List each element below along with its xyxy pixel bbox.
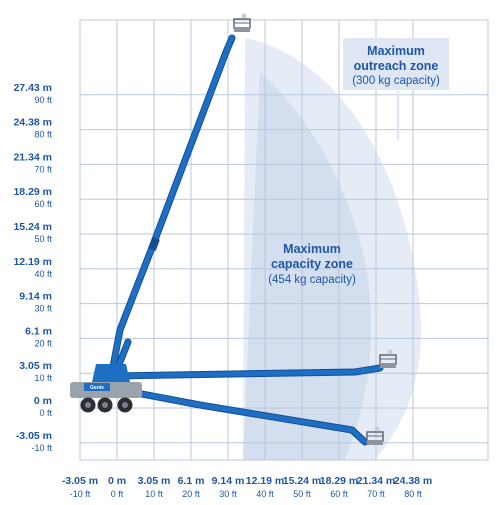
horizontal-basket (379, 349, 397, 368)
y-tick-label-m: 3.05 m (19, 360, 52, 372)
logo-plate (84, 383, 110, 391)
wheel-hub (102, 402, 108, 408)
x-tick-label-ft: -10 ft (70, 489, 91, 499)
x-tick-label-m: 18.29 m (320, 475, 359, 487)
upper-boom-joint (148, 236, 160, 252)
y-tick-label-ft: 20 ft (34, 338, 52, 348)
y-tick-label-ft: -10 ft (31, 443, 52, 453)
turntable (92, 364, 130, 382)
y-tick-label-m: 9.14 m (19, 291, 52, 303)
x-tick-label-ft: 80 ft (404, 489, 422, 499)
y-tick-label-m: 12.19 m (13, 256, 52, 268)
x-axis-tick-labels: -3.05 m -10 ft 0 m 0 ft 3.05 m 10 ft 6.1 m 20 f… (62, 475, 432, 499)
brand-logo: Genie (90, 385, 104, 391)
outreach-zone-label-box (343, 38, 449, 90)
horizontal-boom (109, 365, 383, 379)
zone-callouts: Maximum outreach zone (300 kg capacity) … (268, 38, 449, 286)
capacity-zone-title-line1: Maximum (283, 242, 341, 256)
x-tick-label-ft: 30 ft (219, 489, 237, 499)
upper-boom (109, 35, 235, 375)
operator-head (387, 349, 393, 355)
y-tick-label-ft: 60 ft (34, 199, 52, 209)
y-tick-label-m: -3.05 m (16, 430, 52, 442)
y-tick-label-ft: 70 ft (34, 164, 52, 174)
x-tick-label-ft: 50 ft (293, 489, 311, 499)
x-tick-label-ft: 70 ft (367, 489, 385, 499)
x-tick-label-ft: 20 ft (182, 489, 200, 499)
lower-boom (107, 385, 368, 445)
operator-head (374, 426, 380, 432)
basket-floor (367, 440, 383, 445)
x-tick-label-m: 24.38 m (394, 475, 433, 487)
upper-basket (233, 13, 251, 32)
y-tick-label-m: 21.34 m (13, 151, 52, 163)
wheel-hub (85, 402, 91, 408)
x-tick-label-m: 6.1 m (178, 475, 205, 487)
lower-basket (366, 426, 384, 445)
y-tick-label-ft: 50 ft (34, 234, 52, 244)
y-tick-label-m: 18.29 m (13, 186, 52, 198)
y-tick-label-ft: 80 ft (34, 130, 52, 140)
x-tick-label-ft: 10 ft (145, 489, 163, 499)
x-tick-label-m: 12.19 m (246, 475, 285, 487)
capacity-zone-capacity: (454 kg capacity) (268, 274, 356, 286)
y-axis-tick-labels: 27.43 m90 ft 24.38 m80 ft 21.34 m70 ft 18.2… (13, 82, 52, 453)
x-tick-label-ft: 0 ft (111, 489, 124, 499)
y-tick-label-m: 6.1 m (25, 325, 52, 337)
y-tick-label-ft: 0 ft (39, 408, 52, 418)
outreach-zone-capacity: (300 kg capacity) (352, 75, 440, 87)
y-tick-label-ft: 10 ft (34, 373, 52, 383)
y-tick-label-ft: 90 ft (34, 95, 52, 105)
x-tick-label-ft: 60 ft (330, 489, 348, 499)
x-tick-label-m: 9.14 m (212, 475, 245, 487)
x-tick-label-ft: 40 ft (256, 489, 274, 499)
y-tick-label-m: 27.43 m (13, 82, 52, 94)
boom-lift: Genie (70, 13, 397, 446)
y-tick-label-ft: 40 ft (34, 269, 52, 279)
capacity-zone-title-line2: capacity zone (271, 257, 353, 271)
y-tick-label-m: 15.24 m (13, 221, 52, 233)
x-tick-label-m: 3.05 m (138, 475, 171, 487)
y-tick-label-m: 24.38 m (13, 117, 52, 129)
operator-head (241, 13, 247, 19)
y-tick-label-m: 0 m (34, 395, 52, 407)
y-tick-label-ft: 30 ft (34, 304, 52, 314)
x-tick-label-m: 21.34 m (357, 475, 396, 487)
grid-lines (79, 19, 489, 461)
wheel-hub (122, 402, 128, 408)
x-tick-label-m: 15.24 m (283, 475, 322, 487)
basket-floor (234, 27, 250, 32)
outreach-zone-title-line2: outreach zone (354, 59, 439, 73)
basket-floor (380, 363, 396, 368)
x-tick-label-m: -3.05 m (62, 475, 98, 487)
outreach-zone-title-line1: Maximum (367, 44, 425, 58)
x-tick-label-m: 0 m (108, 475, 126, 487)
